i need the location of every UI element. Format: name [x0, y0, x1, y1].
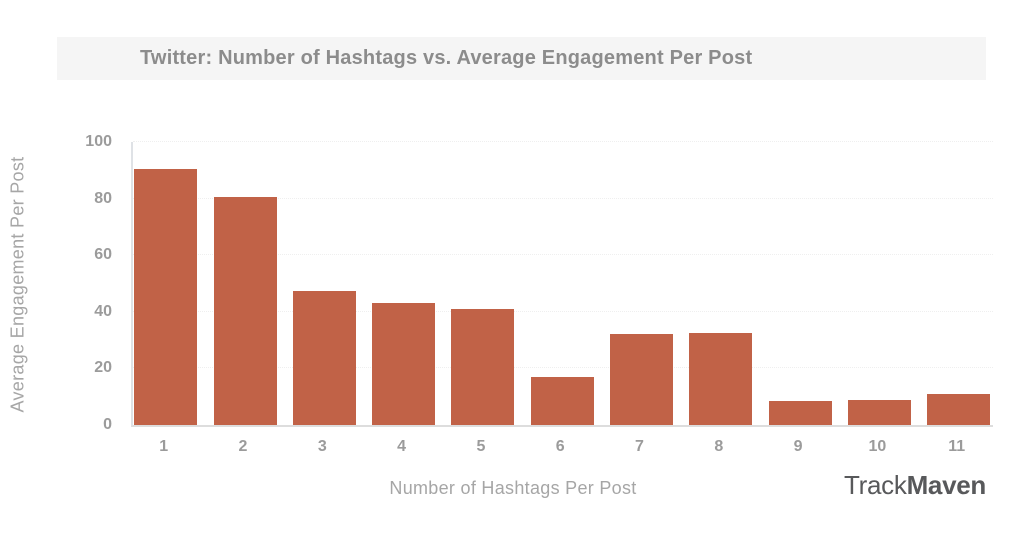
bar-hashtags-2 [213, 197, 277, 425]
x-axis-title: Number of Hashtags Per Post [389, 478, 637, 498]
brand-maven: Maven [906, 470, 987, 500]
gridline [133, 197, 993, 199]
bar-hashtags-4 [372, 303, 436, 425]
bar-hashtags-1 [134, 168, 198, 425]
y-tick-label: 80 [94, 189, 112, 207]
gridline [133, 310, 993, 312]
brand-track: Track [844, 470, 907, 500]
y-tick-label: 100 [85, 133, 112, 150]
x-tick-label: 4 [397, 438, 407, 455]
gridline [133, 141, 993, 142]
x-tick-label: 11 [948, 438, 966, 455]
x-tick-label: 7 [635, 438, 644, 455]
y-tick-label: 40 [94, 302, 112, 320]
x-tick-label: 6 [555, 438, 565, 455]
x-tick-label: 2 [238, 438, 248, 455]
y-tick-label: 20 [94, 359, 112, 377]
bar-hashtags-7 [610, 334, 673, 425]
chart-title: Twitter: Number of Hashtags vs. Average … [140, 47, 753, 69]
gridline [133, 367, 993, 369]
x-tick-label: 10 [868, 438, 887, 455]
y-axis-title: Average Engagement Per Post [7, 156, 28, 413]
x-tick-label: 9 [793, 438, 803, 455]
bar-hashtags-10 [847, 399, 911, 425]
bar-hashtags-6 [530, 376, 594, 425]
plot-area [131, 141, 993, 427]
y-tick-label: 60 [94, 246, 112, 264]
bar-hashtags-3 [292, 290, 356, 425]
y-tick-label: 0 [103, 416, 112, 433]
bar-hashtags-11 [927, 393, 991, 425]
trackmaven-logo: TrackMaven [844, 470, 986, 501]
bar-hashtags-8 [689, 333, 753, 425]
x-tick-label: 8 [714, 438, 724, 455]
bar-hashtags-5 [451, 308, 515, 425]
x-tick-label: 3 [317, 438, 327, 455]
bar-hashtags-9 [768, 400, 832, 425]
x-tick-label: 1 [159, 438, 169, 455]
x-tick-label: 5 [476, 438, 486, 455]
chart-title-band: Twitter: Number of Hashtags vs. Average … [57, 37, 986, 80]
gridline [133, 254, 993, 256]
